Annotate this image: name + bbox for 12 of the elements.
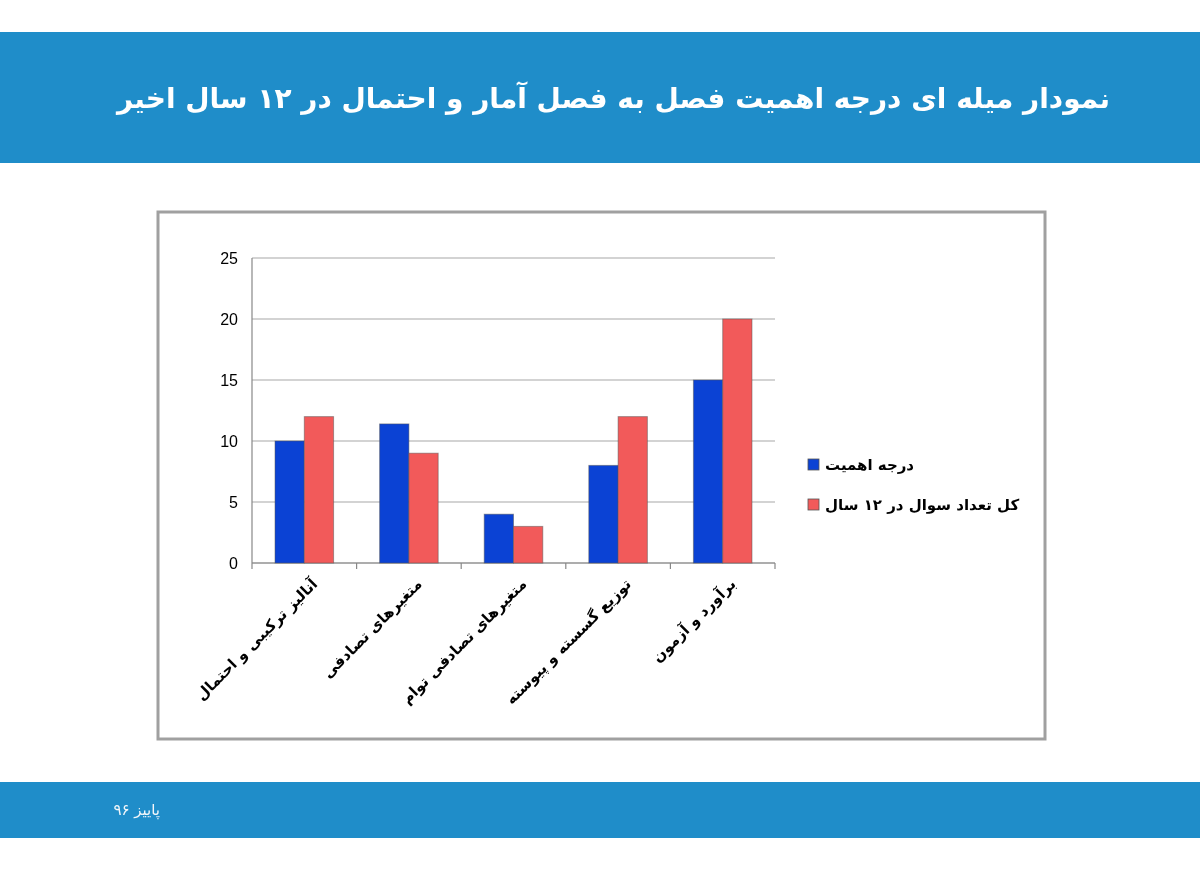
x-tick-label: آنالیز ترکیبی و احتمال — [192, 574, 322, 705]
x-tick-label: برآورد و آزمون — [648, 575, 740, 667]
y-tick-label: 0 — [229, 555, 239, 572]
y-tick-label: 25 — [220, 250, 239, 267]
chart-title: نمودار میله ای درجه اهمیت فصل به فصل آمار و احتمال در ۱۲ سال اخیر — [114, 81, 1110, 115]
y-tick-label: 5 — [229, 494, 239, 511]
y-tick-label: 15 — [220, 372, 239, 389]
y-tick-label: 10 — [220, 433, 239, 450]
legend-label: کل تعداد سوال در ۱۲ سال — [825, 496, 1020, 514]
y-tick-label: 20 — [220, 311, 239, 328]
legend-label: درجه اهمیت — [825, 456, 915, 474]
text: پاییز ۹۶ — [113, 801, 160, 820]
